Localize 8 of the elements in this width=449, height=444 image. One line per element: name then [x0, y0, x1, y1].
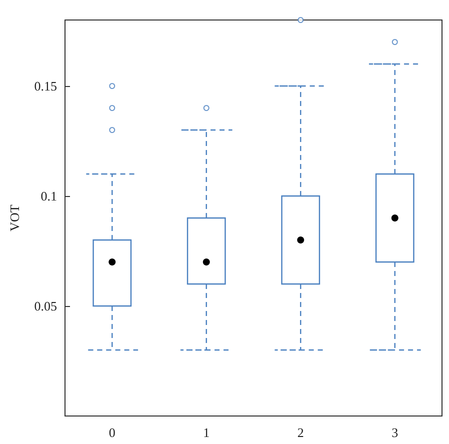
x-tick-label: 3: [392, 425, 398, 440]
y-tick-label: 0.05: [34, 298, 57, 314]
y-tick-label: 0.1: [40, 188, 57, 204]
y-tick-label: 0.15: [34, 78, 57, 94]
x-tick-label: 2: [297, 425, 304, 440]
y-axis-title: VOT: [7, 204, 22, 232]
x-tick-label: 0: [108, 425, 116, 440]
x-tick-label: 1: [203, 425, 210, 440]
